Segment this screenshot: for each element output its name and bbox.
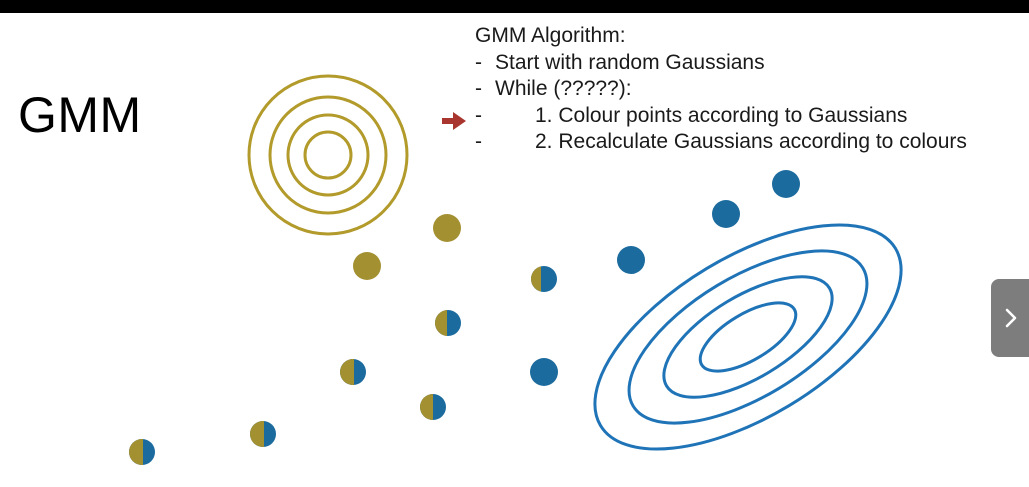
algorithm-step: - Start with random Gaussians bbox=[475, 50, 967, 77]
gaussian-blue-contour bbox=[662, 275, 834, 399]
bullet-dash: - bbox=[475, 103, 482, 127]
data-point-blue bbox=[530, 358, 558, 386]
step-text: 1. Colour points according to Gaussians bbox=[535, 103, 908, 127]
data-points bbox=[129, 170, 800, 465]
algorithm-heading: GMM Algorithm: bbox=[475, 24, 626, 47]
data-point-blue bbox=[617, 246, 645, 274]
next-slide-button[interactable] bbox=[991, 279, 1029, 357]
data-point-yellow bbox=[433, 214, 461, 242]
gaussian-blue-contour bbox=[593, 223, 903, 451]
data-point-mixed bbox=[531, 266, 557, 292]
data-point-yellow bbox=[353, 252, 381, 280]
bullet-dash: - bbox=[475, 50, 482, 74]
data-point-mixed bbox=[435, 310, 461, 336]
step-text: While (?????): bbox=[495, 77, 632, 100]
gaussian-yellow-contour bbox=[268, 95, 388, 215]
algorithm-step-current: - 1. Colour points according to Gaussians bbox=[475, 103, 967, 130]
step-text: Start with random Gaussians bbox=[495, 50, 765, 74]
data-point-mixed bbox=[129, 439, 155, 465]
step-text: 2. Recalculate Gaussians according to co… bbox=[535, 130, 967, 153]
gaussian-blue-contour bbox=[698, 301, 798, 373]
current-step-arrow-icon bbox=[442, 112, 466, 130]
chevron-right-icon bbox=[1005, 308, 1017, 328]
gaussian-blue-contour bbox=[627, 249, 869, 425]
gaussian-yellow-contour bbox=[247, 74, 409, 236]
data-point-mixed bbox=[420, 394, 446, 420]
bullet-dash: - bbox=[475, 130, 482, 153]
data-point-mixed bbox=[340, 359, 366, 385]
slide-title: GMM bbox=[18, 87, 142, 143]
algorithm-step: - While (?????): bbox=[475, 76, 967, 103]
data-point-mixed bbox=[250, 421, 276, 447]
data-point-blue bbox=[772, 170, 800, 198]
gaussian-yellow-contour bbox=[286, 113, 370, 197]
data-point-blue bbox=[712, 200, 740, 228]
algorithm-box: GMM Algorithm: - Start with random Gaussi… bbox=[442, 23, 967, 156]
top-bar bbox=[0, 0, 1029, 13]
gaussian-blue bbox=[593, 223, 903, 451]
gaussian-yellow bbox=[247, 74, 409, 236]
bullet-dash: - bbox=[475, 77, 482, 100]
gaussian-yellow-contour bbox=[303, 130, 353, 180]
algorithm-step: - 2. Recalculate Gaussians according to c… bbox=[475, 129, 967, 156]
